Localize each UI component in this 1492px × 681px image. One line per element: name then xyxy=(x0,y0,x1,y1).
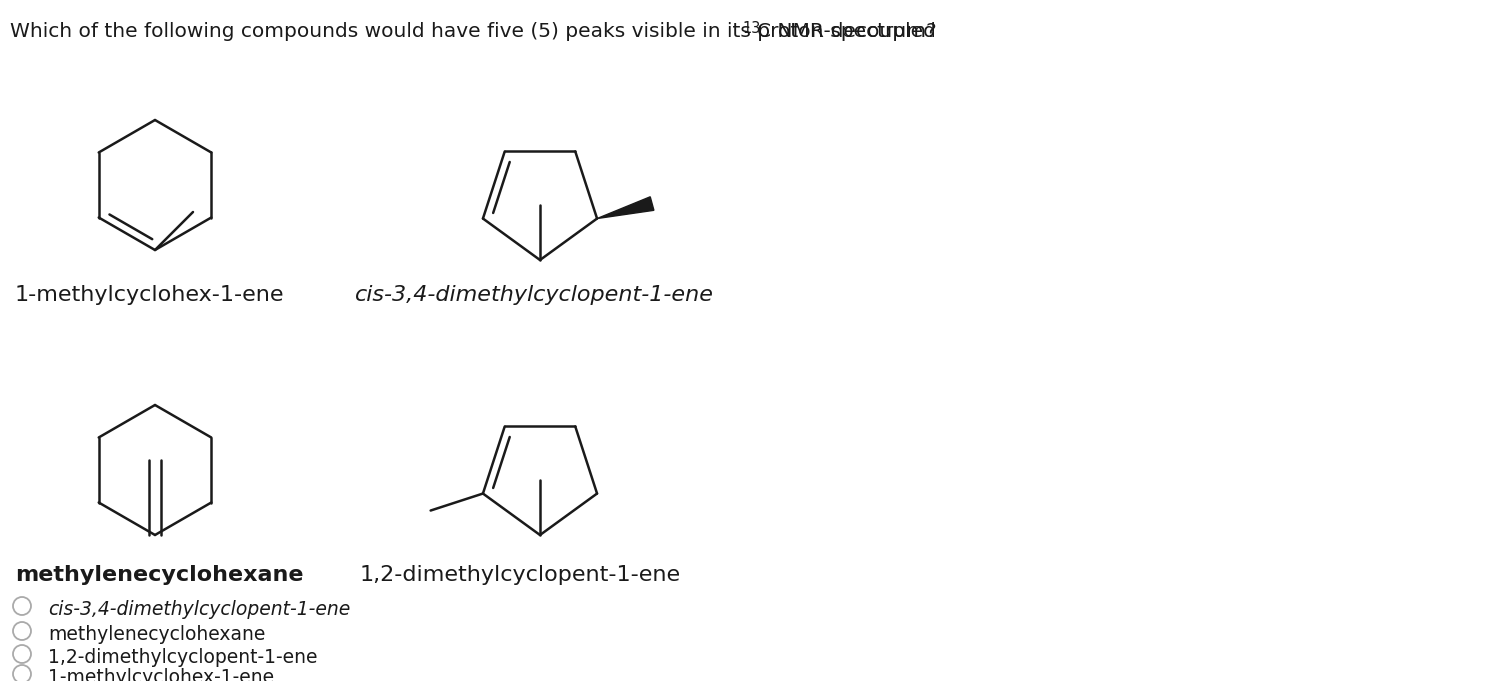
Text: 1-methylcyclohex-1-ene: 1-methylcyclohex-1-ene xyxy=(48,668,275,681)
Text: cis-3,4-dimethylcyclopent-1-ene: cis-3,4-dimethylcyclopent-1-ene xyxy=(355,285,715,305)
Text: C NMR spectrum?: C NMR spectrum? xyxy=(756,22,935,41)
Text: 1,2-dimethylcyclopent-1-ene: 1,2-dimethylcyclopent-1-ene xyxy=(48,648,318,667)
Text: 1-methylcyclohex-1-ene: 1-methylcyclohex-1-ene xyxy=(15,285,285,305)
Text: Which of the following compounds would have five (5) peaks visible in its proton: Which of the following compounds would h… xyxy=(10,22,943,41)
Polygon shape xyxy=(597,197,653,219)
Text: 13: 13 xyxy=(743,21,761,36)
Text: methylenecyclohexane: methylenecyclohexane xyxy=(15,565,303,585)
Text: methylenecyclohexane: methylenecyclohexane xyxy=(48,625,266,644)
Text: cis-3,4-dimethylcyclopent-1-ene: cis-3,4-dimethylcyclopent-1-ene xyxy=(48,600,351,619)
Text: 1,2-dimethylcyclopent-1-ene: 1,2-dimethylcyclopent-1-ene xyxy=(360,565,682,585)
